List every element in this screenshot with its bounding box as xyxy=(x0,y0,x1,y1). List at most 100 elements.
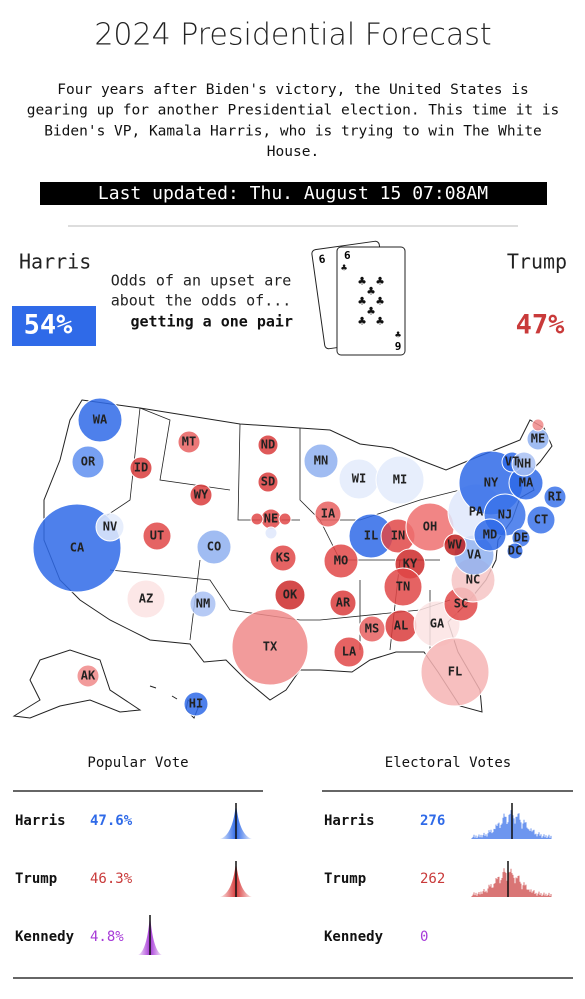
state-label: ME xyxy=(531,432,545,446)
state-bubble xyxy=(129,456,153,480)
state-bubble xyxy=(77,397,123,443)
row-value: 46.3% xyxy=(90,871,133,887)
state-bubble xyxy=(303,443,339,479)
row-name: Harris xyxy=(15,813,66,829)
state-label: WI xyxy=(352,472,366,486)
state-label: PA xyxy=(469,505,484,519)
state-label: TN xyxy=(396,580,410,594)
state-bubble xyxy=(231,608,309,686)
state-bubble xyxy=(383,567,423,607)
card-rank: 9 xyxy=(395,340,402,353)
state-label: HI xyxy=(189,697,203,711)
row-name: Trump xyxy=(15,871,57,887)
state-bubble xyxy=(76,664,100,688)
state-label: IN xyxy=(391,529,405,543)
intro-line: gearing up for another Presidential elec… xyxy=(27,103,560,119)
intro-line: Four years after Biden's victory, the Un… xyxy=(57,82,528,98)
state-bubbles: WA OR CA NV ID MT WY UT CO AZ NM ND SD NE KS OK TX MN IA MO… xyxy=(32,397,567,717)
svg-text:♣: ♣ xyxy=(367,305,375,320)
state-bubble xyxy=(71,445,105,479)
state-bubble xyxy=(329,589,357,617)
state-bubble xyxy=(250,512,264,526)
state-bubble xyxy=(473,518,507,552)
svg-text:♣: ♣ xyxy=(395,330,401,341)
state-label: VT xyxy=(505,455,519,469)
state-label: MA xyxy=(519,476,534,490)
state-label: OH xyxy=(423,520,437,534)
state-label: NE xyxy=(264,512,278,526)
state-label: ID xyxy=(134,461,148,475)
state-label: AK xyxy=(81,669,96,683)
left-name: Harris xyxy=(19,250,91,274)
state-label: DC xyxy=(508,544,522,558)
state-label: GA xyxy=(430,617,445,631)
cards: 6 6 9 ♣ ♣ ♣ ♣ ♣ ♣ ♣♣ ♣♣ xyxy=(311,240,406,356)
state-label: MI xyxy=(393,473,407,487)
svg-text:♣: ♣ xyxy=(376,295,384,310)
state-bubble xyxy=(189,483,213,507)
state-bubble xyxy=(375,455,425,505)
odds-hand: getting a one pair xyxy=(130,313,293,331)
state-bubble xyxy=(314,500,342,528)
state-bubble xyxy=(443,533,467,557)
svg-text:♣: ♣ xyxy=(376,275,384,290)
state-label: AR xyxy=(336,596,351,610)
state-bubble xyxy=(264,526,278,540)
state-label: NV xyxy=(103,520,117,534)
state-label: CT xyxy=(534,513,548,527)
left-pct: 54% xyxy=(24,310,74,341)
state-label: CO xyxy=(207,540,221,554)
state-bubble xyxy=(333,636,365,668)
right-pct: 47% xyxy=(516,310,566,341)
state-label: AZ xyxy=(139,592,153,606)
state-label: RI xyxy=(548,490,562,504)
state-label: WA xyxy=(93,413,108,427)
state-label: NC xyxy=(466,573,480,587)
svg-text:♣: ♣ xyxy=(358,295,366,310)
state-label: AL xyxy=(394,619,408,633)
state-bubble xyxy=(257,471,279,493)
state-bubble xyxy=(526,505,556,535)
state-bubble xyxy=(274,579,306,611)
state-label: WV xyxy=(448,538,462,552)
state-bubble xyxy=(323,543,359,579)
state-label: TX xyxy=(263,640,278,654)
state-bubble xyxy=(278,512,292,526)
state-label: KY xyxy=(403,557,418,571)
row-value: 276 xyxy=(420,813,445,829)
intro-line: House. xyxy=(267,144,319,160)
left-box xyxy=(12,306,96,346)
state-label: FL xyxy=(448,665,462,679)
results: Popular Vote Harris 47.6% Trump 46.3% Kennedy… xyxy=(15,755,552,955)
state-bubble xyxy=(420,637,490,707)
updated-bar xyxy=(40,182,547,205)
state-bubble xyxy=(511,451,537,477)
state-label: MO xyxy=(334,554,348,568)
title: 2024 Presidential Forecast xyxy=(94,18,491,53)
row-value: 0 xyxy=(420,929,428,945)
intro-line: Biden's VP, Kamala Harris, who is trying… xyxy=(44,123,542,139)
state-bubble xyxy=(257,434,279,456)
svg-text:♣: ♣ xyxy=(367,285,375,300)
state-label: OR xyxy=(81,455,96,469)
state-label: NH xyxy=(517,457,531,471)
section-title: Popular Vote xyxy=(87,755,188,771)
row-name: Harris xyxy=(324,813,375,829)
state-bubble xyxy=(126,579,166,619)
state-label: NJ xyxy=(498,508,512,522)
state-label: VA xyxy=(467,548,482,562)
state-label: WY xyxy=(194,488,209,502)
right-name: Trump xyxy=(507,250,567,274)
row-value: 47.6% xyxy=(90,813,133,829)
state-label: OK xyxy=(283,588,298,602)
svg-text:♣: ♣ xyxy=(358,315,366,330)
intro: Four years after Biden's victory, the Un… xyxy=(27,82,560,160)
state-label: KS xyxy=(276,551,290,565)
odds-text: Odds of an upset are xyxy=(111,272,292,290)
state-label: IL xyxy=(364,529,378,543)
state-bubble xyxy=(269,544,297,572)
state-label: IA xyxy=(321,507,336,521)
state-label: DE xyxy=(514,531,528,545)
state-label: NM xyxy=(196,597,210,611)
